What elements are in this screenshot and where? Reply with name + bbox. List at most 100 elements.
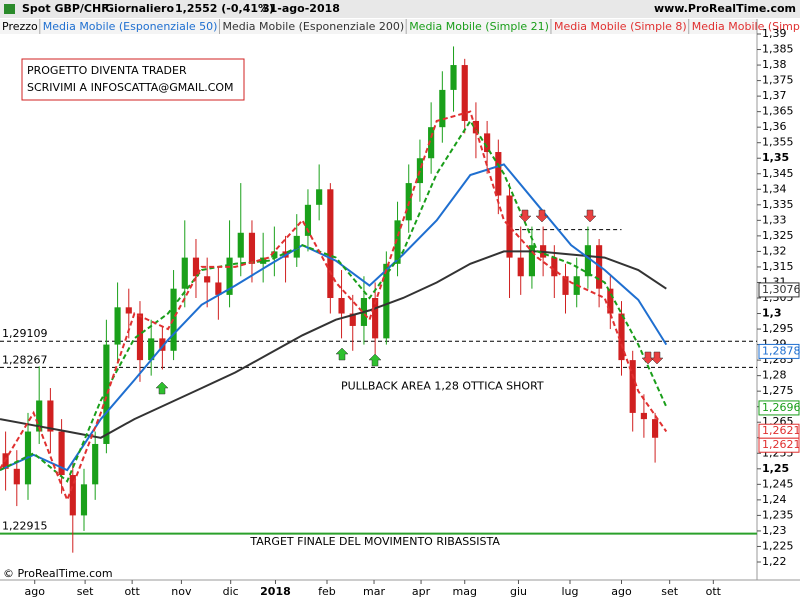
candle-body xyxy=(349,313,356,326)
legend-bar xyxy=(0,19,757,34)
candle-body xyxy=(562,276,569,295)
legend-entry: Media Mobile (Simple 21) xyxy=(409,20,549,33)
candle-body xyxy=(136,313,144,361)
candle-body xyxy=(517,257,524,277)
last-price: 1,2552 (-0,41%) xyxy=(175,2,274,15)
y-tick-label: 1,36 xyxy=(762,120,787,133)
x-tick-label: ott xyxy=(124,585,140,598)
candle-body xyxy=(80,484,88,516)
arrow-down xyxy=(535,209,549,223)
y-tick-label: 1,335 xyxy=(762,198,794,211)
candle-body xyxy=(181,257,188,289)
x-tick-label: mag xyxy=(452,585,476,598)
candle-body xyxy=(226,257,233,295)
candle-body xyxy=(215,282,222,295)
candle-body xyxy=(69,475,76,516)
y-tick-label: 1,33 xyxy=(762,213,787,226)
y-tick-label: 1,24 xyxy=(762,493,787,506)
price-tag-box xyxy=(758,282,800,298)
note-box xyxy=(21,58,245,101)
x-tick-label: 2018 xyxy=(260,585,291,598)
legend-entry: Prezzo xyxy=(2,20,38,33)
moving-average xyxy=(0,163,668,472)
arrow-up xyxy=(335,347,349,361)
y-tick-label: 1,22 xyxy=(762,555,787,568)
legend-entry: Media Mobile (Esponenziale 200) xyxy=(222,20,404,33)
candle-body xyxy=(495,152,502,196)
y-tick-label: 1,235 xyxy=(762,508,794,521)
arrow-down xyxy=(518,209,532,223)
arrow-down xyxy=(650,351,664,365)
candle-body xyxy=(248,232,256,264)
site: www.ProRealTime.com xyxy=(654,2,796,15)
y-tick-label: 1,39 xyxy=(762,27,787,40)
y-tick-label: 1,35 xyxy=(762,151,789,164)
moving-average xyxy=(0,119,668,483)
candle-body xyxy=(652,419,659,438)
y-tick-label: 1,23 xyxy=(762,524,787,537)
price-tag-label: 1,3076 xyxy=(762,283,800,296)
price-tag-box xyxy=(758,437,800,453)
candle-body xyxy=(47,400,54,432)
y-tick-label: 1,355 xyxy=(762,136,794,149)
x-tick-label: set xyxy=(661,585,678,598)
candle-body xyxy=(114,307,121,345)
candle-body xyxy=(484,133,491,153)
x-tick-label: nov xyxy=(171,585,192,598)
candle-body xyxy=(551,257,558,277)
level-label: 1,28267 xyxy=(2,353,48,366)
date: 31-ago-2018 xyxy=(262,2,340,15)
candle-body xyxy=(204,276,211,283)
legend-entry: Media Mobile (Simple 8) xyxy=(692,20,800,33)
price-tag-label: 1,2621 xyxy=(762,424,800,437)
price-tag-box xyxy=(758,343,800,359)
x-tick-label: set xyxy=(77,585,94,598)
candle-body xyxy=(394,220,401,264)
price-tag-label: 1,2696 xyxy=(762,401,800,414)
y-tick-label: 1,375 xyxy=(762,74,794,87)
candle-body xyxy=(618,313,625,361)
y-tick-label: 1,25 xyxy=(762,462,789,475)
candle-body xyxy=(439,89,446,128)
x-tick-label: dic xyxy=(223,585,239,598)
candle-body xyxy=(338,297,345,314)
candle-body xyxy=(92,443,99,485)
moving-average xyxy=(0,250,667,439)
y-tick-label: 1,34 xyxy=(762,182,787,195)
candle-body xyxy=(472,120,480,134)
candle-body xyxy=(237,232,244,258)
x-tick-label: apr xyxy=(412,585,431,598)
annotation: TARGET FINALE DEL MOVIMENTO RIBASSISTA xyxy=(249,535,500,548)
candle-body xyxy=(584,245,591,277)
x-tick-label: feb xyxy=(318,585,336,598)
y-tick-label: 1,275 xyxy=(762,384,794,397)
y-tick-label: 1,365 xyxy=(762,105,794,118)
y-tick-label: 1,38 xyxy=(762,58,787,71)
candle-body xyxy=(450,65,457,90)
y-tick-label: 1,295 xyxy=(762,322,794,335)
y-tick-label: 1,385 xyxy=(762,43,794,56)
y-tick-label: 1,37 xyxy=(762,89,787,102)
candle-body xyxy=(271,251,278,258)
candle-body xyxy=(260,257,267,264)
arrow-up xyxy=(155,381,169,395)
y-tick-label: 1,345 xyxy=(762,167,794,180)
title: Spot GBP/CHF xyxy=(22,2,109,15)
candle-body xyxy=(13,468,20,485)
candle-body xyxy=(327,189,334,298)
price-tag-label: 1,2621 xyxy=(762,438,800,451)
candle-body xyxy=(304,204,312,236)
moving-average xyxy=(0,110,668,503)
x-tick-label: ago xyxy=(611,585,632,598)
note-line: SCRIVIMI A INFOSCATTA@GMAIL.COM xyxy=(27,81,234,94)
candle-body xyxy=(640,412,647,420)
candle-body xyxy=(372,297,379,339)
x-tick-label: ago xyxy=(24,585,45,598)
y-tick-label: 1,245 xyxy=(762,477,794,490)
level-label: 1,29109 xyxy=(2,327,48,340)
candle-body xyxy=(36,400,43,432)
candle-body xyxy=(528,245,535,277)
note-line: PROGETTO DIVENTA TRADER xyxy=(27,64,187,77)
candle-body xyxy=(58,431,65,476)
